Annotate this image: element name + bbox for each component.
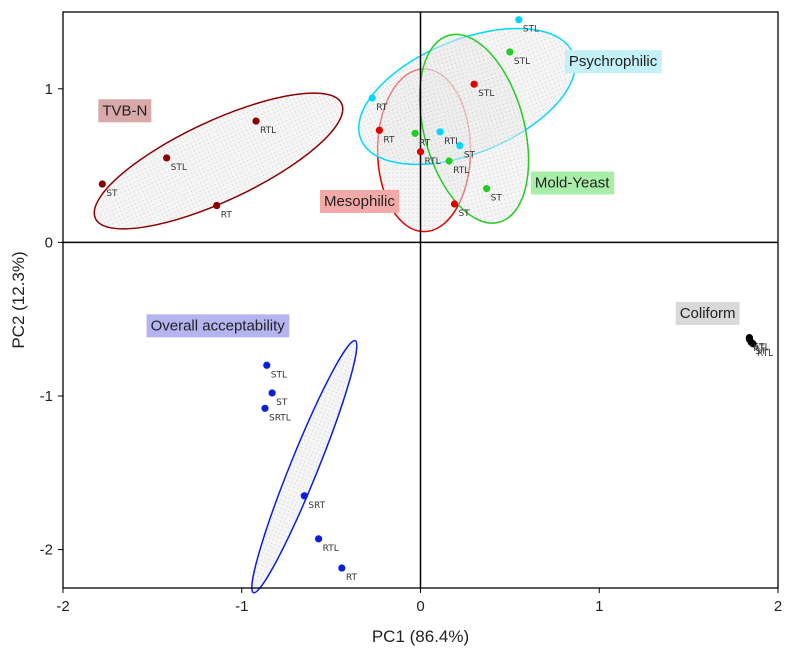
- point-label: ST: [276, 398, 288, 408]
- confidence-ellipse: [251, 339, 358, 594]
- point-label: ST: [491, 194, 503, 204]
- point-label: STL: [271, 370, 287, 380]
- group-label-background: [319, 189, 400, 213]
- point-label: STL: [478, 89, 494, 99]
- y-tick-label: 0: [45, 234, 53, 251]
- x-tick-label: -2: [56, 598, 69, 615]
- group-label: Mesophilic: [324, 193, 395, 210]
- data-point: [456, 142, 464, 150]
- data-point: [416, 148, 425, 156]
- data-point: [300, 492, 308, 500]
- data-point: [263, 361, 271, 369]
- group-label-background: [564, 50, 662, 74]
- point-label: RT: [221, 211, 233, 221]
- point-label: STL: [753, 343, 769, 353]
- point-label: RTL: [260, 126, 276, 136]
- point-label: RTL: [453, 166, 469, 176]
- point-label: RT: [419, 138, 431, 148]
- data-point: [213, 201, 221, 210]
- y-tick-label: -2: [40, 542, 53, 559]
- x-tick-label: 0: [416, 598, 424, 615]
- axes-layer: [62, 11, 779, 589]
- data-point: [315, 535, 323, 543]
- point-label: ST: [464, 151, 476, 161]
- point-label: RTL: [757, 349, 773, 359]
- data-point: [483, 185, 491, 193]
- data-point: [268, 389, 276, 397]
- point-label: STL: [523, 25, 539, 35]
- group-label-background: [530, 171, 615, 195]
- y-tick-label: -1: [40, 388, 53, 405]
- point-label: RTL: [444, 137, 460, 147]
- x-tick-label: 1: [595, 598, 603, 615]
- data-point: [375, 126, 383, 134]
- point-label: RTL: [323, 544, 339, 554]
- group-label: Overall acceptability: [151, 317, 286, 334]
- group-label: Coliform: [680, 305, 736, 322]
- point-label: SRT: [308, 501, 325, 511]
- ticks-layer: -2 -1 0 1 2 -2 -1 0 1: [40, 81, 783, 615]
- point-label: ST: [755, 347, 767, 357]
- x-axis-label: PC1 (86.4%): [372, 627, 469, 646]
- y-axis-label: PC2 (12.3%): [9, 251, 28, 348]
- point-label: ST: [106, 189, 118, 199]
- data-point: [445, 157, 453, 165]
- group-label-background: [675, 302, 740, 326]
- data-point: [506, 48, 514, 56]
- x-tick-label: -1: [235, 598, 248, 615]
- group-label: Psychrophilic: [569, 53, 658, 70]
- point-label: STL: [514, 57, 530, 67]
- confidence-ellipse: [418, 33, 530, 224]
- point-label: RT: [376, 103, 388, 113]
- point-label: RT: [346, 573, 358, 583]
- group-label-background: [146, 314, 290, 338]
- point-label: ST: [458, 209, 470, 219]
- point-label: RT: [383, 135, 395, 145]
- data-point: [252, 117, 260, 125]
- y-tick-label: 1: [45, 81, 53, 98]
- data-point: [411, 129, 419, 137]
- data-point: [470, 80, 478, 88]
- group-label: TVB-N: [102, 102, 147, 119]
- group-label: Mold-Yeast: [535, 174, 610, 191]
- data-point: [338, 564, 346, 572]
- group-labels-layer: TVB-N Mesophilic Psychrophilic Mold-Yeast Ov…: [98, 50, 740, 338]
- confidence-ellipse: [93, 92, 344, 230]
- data-point: [98, 180, 106, 188]
- point-label: RT: [753, 344, 765, 354]
- data-point: [515, 16, 523, 24]
- data-point: [745, 335, 754, 343]
- ellipses-layer: [93, 27, 576, 594]
- data-point: [163, 154, 171, 162]
- point-label: STL: [171, 163, 187, 173]
- group-label-background: [98, 99, 152, 123]
- point-label: RTL: [425, 157, 441, 167]
- points-layer: RTLSTLSTRTSTLRTRTLSTSTLRTRTLSTSTLRTRTLST…: [98, 16, 773, 583]
- x-tick-label: 2: [774, 598, 782, 615]
- data-point: [261, 404, 269, 412]
- data-point: [450, 200, 459, 208]
- data-point: [368, 94, 376, 102]
- data-point: [436, 128, 444, 136]
- point-label: SRTL: [269, 413, 291, 423]
